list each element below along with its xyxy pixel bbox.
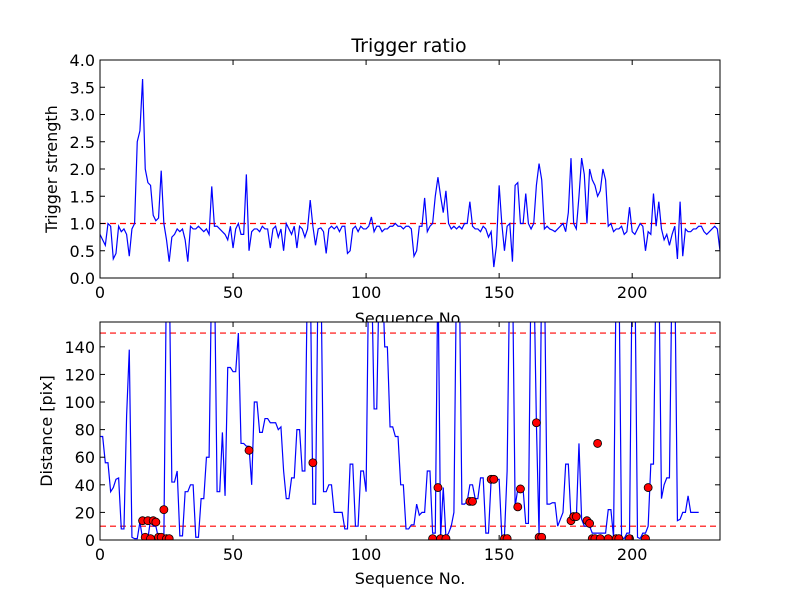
chart-title: Trigger ratio — [350, 35, 466, 57]
plot-area — [100, 322, 720, 540]
data-point — [151, 517, 161, 527]
trigger-ratio-chart: Trigger ratio 0 50 100 150 200 0.0 0.5 1.0 1.5 2… — [42, 35, 721, 328]
data-point — [441, 534, 451, 540]
plot-frame — [99, 321, 721, 541]
data-point — [571, 512, 581, 521]
y-tick-label: 40 — [75, 476, 95, 495]
data-point — [603, 534, 613, 540]
data-point — [643, 483, 653, 492]
x-tick-label: 0 — [95, 283, 105, 302]
y-tick-label: 60 — [75, 448, 95, 467]
y-tick-label: 2.5 — [70, 133, 95, 152]
data-point — [595, 534, 605, 540]
y-tick-label: 100 — [64, 393, 95, 412]
data-point — [516, 484, 525, 494]
data-point — [513, 502, 523, 512]
data-point — [428, 534, 438, 540]
x-ticks: 0 50 100 150 200 — [95, 60, 648, 302]
points-group — [138, 418, 653, 540]
y-tick-label: 1.5 — [70, 187, 95, 206]
series-line — [100, 322, 699, 540]
y-tick-label: 0.0 — [70, 269, 95, 288]
plot-area — [100, 60, 720, 278]
data-point — [641, 534, 650, 540]
x-tick-label: 50 — [223, 545, 243, 564]
series-group — [100, 79, 720, 268]
y-tick-label: 20 — [75, 503, 95, 522]
data-point — [614, 534, 624, 540]
series-group — [100, 322, 699, 540]
x-tick-label: 0 — [95, 545, 105, 564]
y-tick-label: 140 — [64, 338, 95, 357]
data-point — [531, 418, 541, 428]
data-point — [244, 445, 254, 455]
data-point — [593, 439, 602, 448]
series-line — [100, 79, 720, 268]
data-point — [433, 483, 443, 492]
x-axis-label: Sequence No. — [355, 569, 466, 588]
y-tick-label: 1.0 — [70, 215, 95, 234]
x-ticks: 0 50 100 150 200 — [95, 322, 648, 564]
data-point — [468, 496, 477, 506]
y-ticks: 0 20 40 60 80 100 120 140 — [64, 338, 720, 550]
distance-chart: 0 50 100 150 200 0 20 40 60 80 100 120 140 Sequence… — [37, 321, 721, 588]
y-axis-label: Distance [pix] — [37, 375, 56, 487]
y-ticks: 0.0 0.5 1.0 1.5 2.0 2.5 3.0 3.5 4.0 — [70, 51, 720, 288]
x-tick-label: 150 — [484, 545, 515, 564]
y-tick-label: 2.0 — [70, 160, 95, 179]
data-point — [625, 534, 634, 540]
data-point — [159, 505, 169, 515]
data-point — [585, 519, 595, 528]
data-point — [537, 532, 547, 540]
data-point — [164, 534, 174, 540]
x-tick-label: 50 — [223, 283, 243, 302]
y-tick-label: 120 — [64, 365, 95, 384]
x-tick-label: 150 — [484, 283, 515, 302]
y-tick-label: 0 — [85, 531, 95, 550]
y-axis-label: Trigger strength — [42, 105, 61, 234]
y-tick-label: 3.5 — [70, 78, 95, 97]
y-tick-label: 80 — [75, 421, 95, 440]
x-tick-label: 100 — [351, 283, 382, 302]
y-tick-label: 3.0 — [70, 106, 95, 125]
x-tick-label: 200 — [617, 283, 648, 302]
x-tick-label: 200 — [617, 545, 648, 564]
data-point — [146, 534, 155, 540]
y-tick-label: 4.0 — [70, 51, 95, 70]
data-point — [308, 458, 318, 468]
y-tick-label: 0.5 — [70, 242, 95, 261]
data-point — [502, 534, 512, 540]
x-tick-label: 100 — [351, 545, 382, 564]
data-point — [489, 474, 499, 484]
